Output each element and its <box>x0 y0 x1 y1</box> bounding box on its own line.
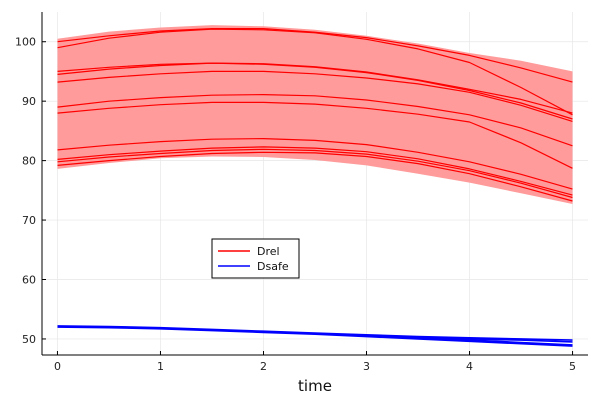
y-tick-label: 70 <box>22 214 36 227</box>
y-tick-label: 60 <box>22 274 36 287</box>
drel-series-line <box>57 28 573 83</box>
drel-series-line <box>57 148 573 199</box>
legend: Drel Dsafe <box>211 238 300 279</box>
x-axis-ticks: 0 1 2 3 4 5 <box>54 351 576 373</box>
x-tick-label: 5 <box>569 360 576 373</box>
dsafe-series-line <box>57 326 573 347</box>
x-tick-label: 4 <box>466 360 473 373</box>
series-layer <box>57 28 573 347</box>
x-axis-title: time <box>298 377 332 395</box>
legend-label-drel: Drel <box>257 245 280 258</box>
drel-series-line <box>57 62 573 114</box>
y-axis-ticks: 50 60 70 80 90 100 <box>15 36 46 346</box>
drel-series-line <box>57 146 573 196</box>
drel-range-band-layer <box>57 25 573 204</box>
x-tick-label: 3 <box>363 360 370 373</box>
y-tick-label: 50 <box>22 333 36 346</box>
y-tick-label: 90 <box>22 95 36 108</box>
x-tick-label: 2 <box>260 360 267 373</box>
axes <box>41 12 588 356</box>
legend-box <box>211 238 300 279</box>
legend-label-dsafe: Dsafe <box>257 260 289 273</box>
drel-series-line <box>57 70 573 122</box>
dsafe-series-line <box>57 325 573 346</box>
x-tick-label: 0 <box>54 360 61 373</box>
drel-series-line <box>57 151 573 202</box>
x-tick-label: 1 <box>157 360 164 373</box>
drel-series-line <box>57 93 573 147</box>
drel-series-line <box>57 101 573 169</box>
y-tick-label: 100 <box>15 36 36 49</box>
drel-range-band <box>57 25 573 204</box>
y-tick-label: 80 <box>22 155 36 168</box>
drel-series-line <box>57 138 573 190</box>
